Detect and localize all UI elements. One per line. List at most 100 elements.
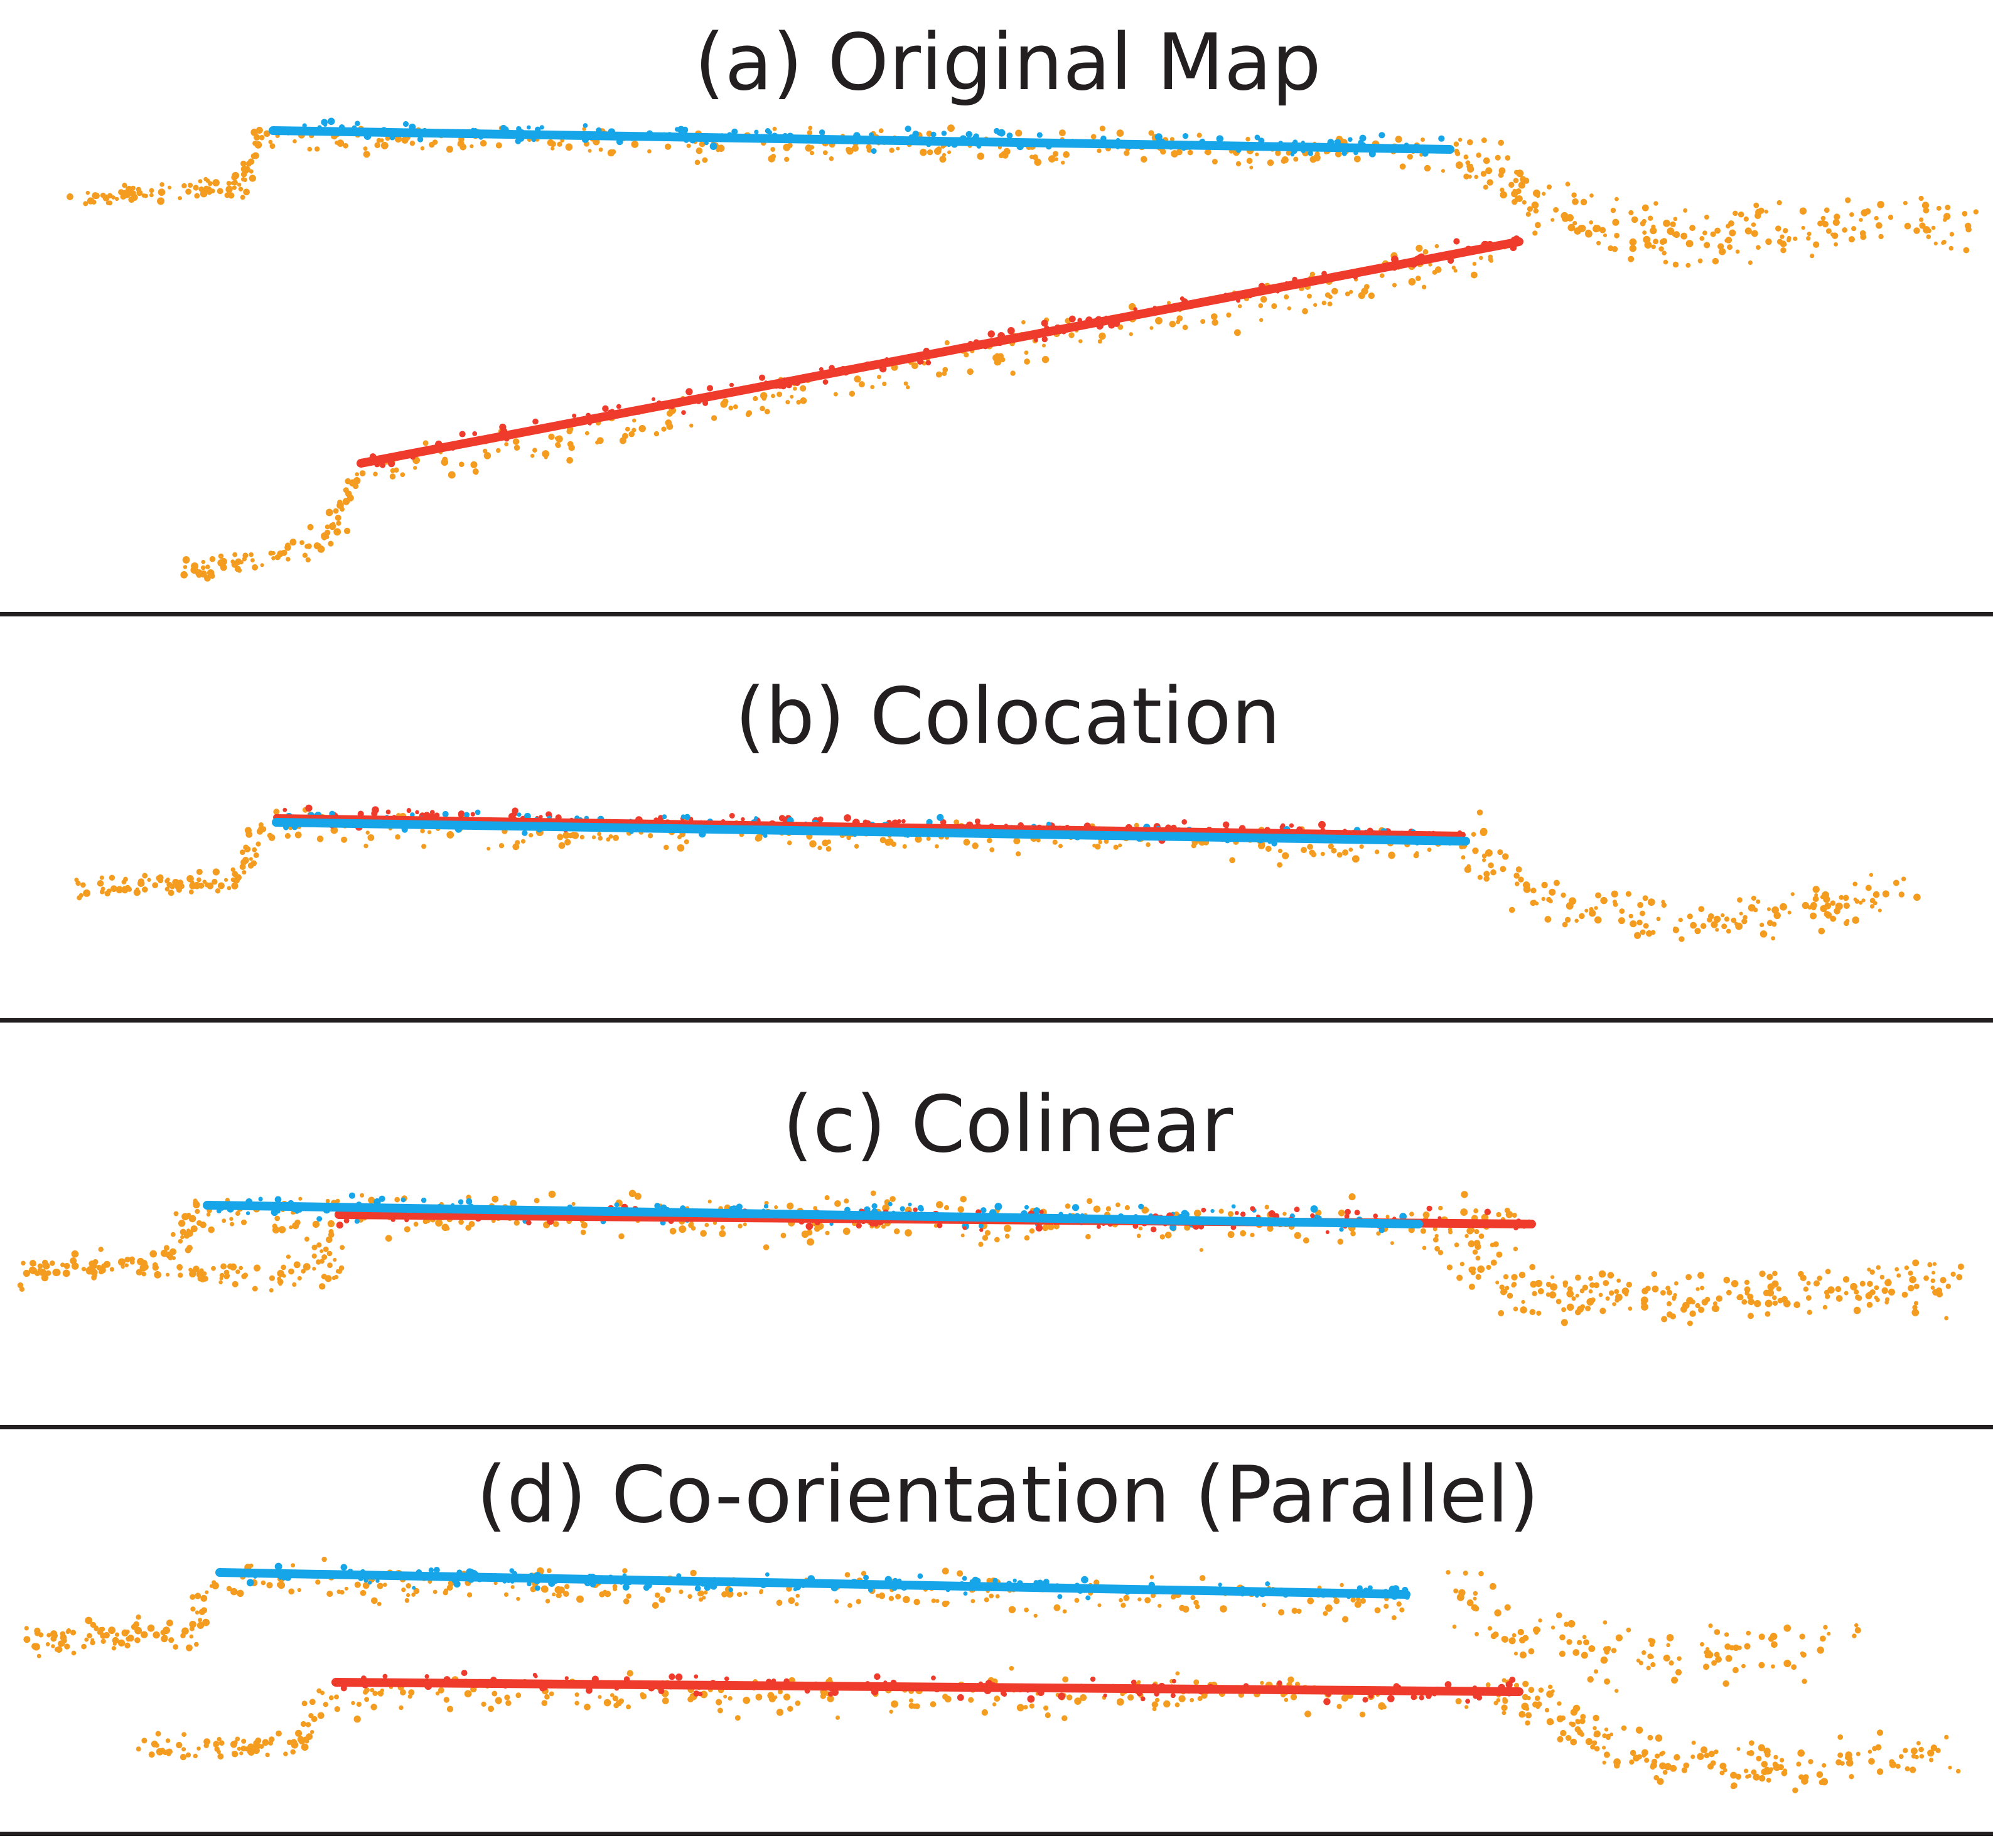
scan-point [734,1715,741,1721]
scan-point [669,409,675,415]
scan-point [230,1587,238,1596]
scan-point [1644,1758,1650,1763]
scan-point [1644,241,1652,249]
scan-point [547,139,554,146]
red-scan-point [817,816,824,822]
scan-point [333,528,341,536]
scan-point [1093,1205,1101,1213]
scan-point [380,1688,384,1693]
scan-point [240,195,245,200]
scan-point [1544,1707,1550,1713]
scan-point [1770,1664,1775,1669]
blue-segment [215,1568,1410,1599]
scan-point [180,571,188,579]
scan-point [1176,149,1183,156]
blue-scan-point [728,1587,733,1593]
scan-point [774,1205,778,1210]
scan-point [1780,903,1787,911]
scan-point [743,1591,748,1596]
scan-point [652,1602,659,1609]
scan-point [1145,1208,1149,1212]
scan-point [679,1225,687,1233]
scan-point [326,1591,333,1598]
scan-point [515,1692,522,1699]
scan-point [1766,1274,1773,1281]
scan-point [851,144,859,152]
scan-point [1824,911,1830,918]
scan-point [1640,220,1646,227]
scan-point [771,154,776,159]
scan-point [933,1223,938,1228]
scan-point [99,889,105,894]
scan-point [252,1286,258,1292]
scan-point [1964,222,1972,230]
blue-scan-point [754,816,758,820]
blue-scan-point [1006,132,1013,139]
scan-point [588,149,592,153]
scan-point [100,1626,105,1632]
scan-point [226,181,232,186]
scan-point [1287,1676,1294,1684]
red-scan-point [758,374,766,381]
scan-point [1731,1280,1739,1287]
scan-point [1744,1279,1750,1286]
scan-point [776,1709,784,1716]
scan-point [1792,1787,1798,1793]
scan-point [164,878,169,884]
scan-point [443,1590,448,1596]
red-scan-point [706,385,714,392]
scan-point [1282,852,1289,859]
scan-point [1704,214,1709,220]
scan-point [1438,1205,1443,1211]
scan-point [377,1690,382,1695]
scan-point [1600,896,1608,905]
scan-point [244,166,250,173]
scan-point [720,1225,725,1230]
red-scan-point [305,804,313,812]
scan-point [205,1590,209,1594]
blue-scan-point [888,1201,893,1206]
blue-scan-point [819,129,825,136]
scan-point [142,1264,149,1270]
scan-point [1249,165,1254,169]
scan-point [166,1251,173,1259]
scan-point [277,1581,286,1589]
scan-point [1528,1687,1535,1694]
scan-point [1516,195,1523,202]
scan-point [355,472,359,476]
scan-point [1748,1298,1754,1306]
scan-point [189,1626,195,1631]
scan-point [1685,240,1694,248]
scan-point [1823,1625,1828,1630]
scan-point [1904,1265,1910,1270]
scan-point [1919,222,1926,229]
scan-point [300,1721,307,1727]
scan-point [1773,911,1781,920]
scan-point [183,1233,190,1239]
scan-point [1835,1286,1842,1292]
scan-point [324,529,331,536]
scan-point [196,1746,201,1751]
scan-point [250,558,255,563]
scan-point [1661,900,1665,904]
scan-point [446,1227,450,1231]
scan-point [207,181,213,186]
scan-point [84,1637,89,1642]
scan-point [1854,1627,1861,1634]
scan-point [1690,921,1697,929]
scan-point [1810,912,1817,920]
red-scan-point [897,819,901,824]
scan-point [844,1198,849,1204]
scan-point [935,371,942,378]
scan-point [1783,1624,1792,1632]
scan-point [1359,1711,1366,1717]
scan-point [1652,1285,1659,1292]
scan-point [697,1591,703,1597]
scan-point [548,1190,556,1198]
scan-point [1658,246,1664,252]
scan-point [298,1196,303,1201]
scan-point [23,1636,31,1643]
scan-point [232,552,238,557]
scan-point [163,1626,170,1635]
scan-point [994,1237,1000,1243]
